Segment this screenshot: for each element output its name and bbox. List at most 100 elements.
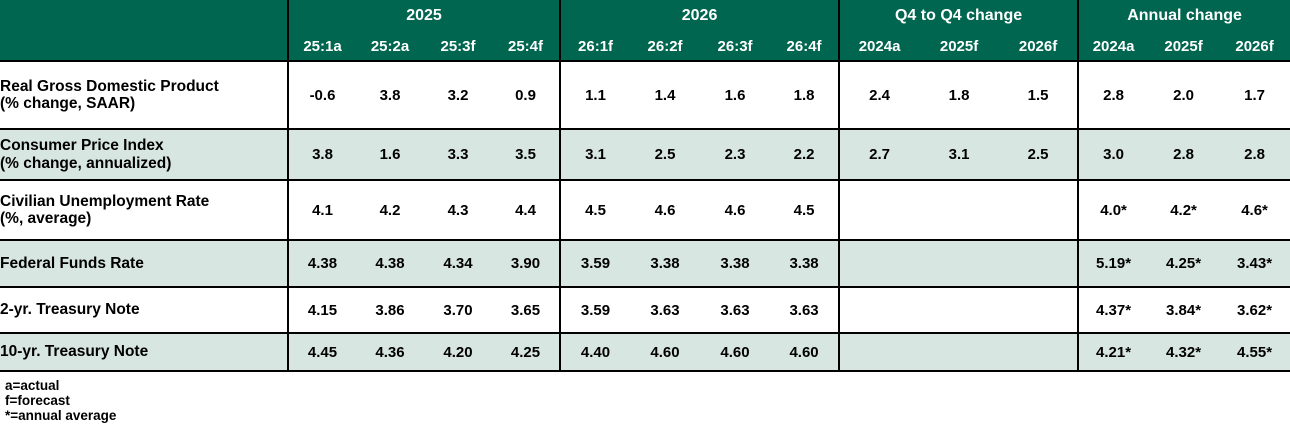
value-cell: 3.1	[919, 129, 1000, 181]
value-cell: 3.38	[700, 240, 771, 288]
footnotes: a=actual f=forecast *=annual average	[0, 372, 1290, 423]
value-cell: 2.7	[838, 129, 920, 181]
value-cell	[838, 333, 920, 372]
value-cell: 3.38	[770, 240, 840, 288]
value-cell: 1.6	[700, 61, 771, 130]
value-cell: 3.63	[630, 287, 701, 334]
value-cell: 4.32*	[1148, 333, 1220, 372]
value-cell: 3.3	[424, 129, 492, 181]
group-2025: 2025	[286, 0, 561, 32]
value-cell: 0.9	[492, 61, 561, 130]
value-cell: 2.3	[700, 129, 771, 181]
value-cell: 3.2	[424, 61, 492, 130]
row-label-sub: (% change, annualized)	[0, 154, 172, 172]
row-label-title: 10-yr. Treasury Note	[0, 343, 149, 361]
row-label-unemployment: Civilian Unemployment Rate (%, average)	[0, 180, 288, 241]
value-cell: 3.86	[356, 287, 424, 334]
table-row-gdp: Real Gross Domestic Product (% change, S…	[0, 61, 1290, 130]
value-cell: 4.34	[424, 240, 492, 288]
value-cell: 3.5	[492, 129, 561, 181]
value-cell: 2.0	[1148, 61, 1220, 130]
economic-forecast-table: 2025 2026 Q4 to Q4 change Annual change …	[0, 0, 1290, 372]
value-cell: 4.6	[700, 180, 771, 241]
value-cell: 2.2	[770, 129, 840, 181]
value-cell	[999, 180, 1079, 241]
group-annual-change: Annual change	[1077, 0, 1290, 32]
value-cell: 3.63	[770, 287, 840, 334]
row-label-sub: (%, average)	[0, 210, 92, 227]
col-q4-2024a: 2024a	[838, 32, 920, 62]
value-cell: -0.6	[287, 61, 356, 130]
value-cell: 3.84*	[1148, 287, 1220, 334]
value-cell	[919, 333, 1000, 372]
col-q4-2026f: 2026f	[999, 32, 1079, 62]
value-cell: 4.5	[770, 180, 840, 241]
value-cell: 4.45	[287, 333, 356, 372]
value-cell	[919, 287, 1000, 334]
header-group-row: 2025 2026 Q4 to Q4 change Annual change	[0, 0, 1290, 62]
row-label-10yr-treasury: 10-yr. Treasury Note	[0, 333, 288, 372]
row-label-title: Federal Funds Rate	[0, 254, 144, 272]
value-cell: 4.60	[700, 333, 771, 372]
value-cell: 4.1	[287, 180, 356, 241]
value-cell: 4.21*	[1077, 333, 1149, 372]
value-cell: 4.55*	[1219, 333, 1290, 372]
row-label-cpi: Consumer Price Index (% change, annualiz…	[0, 129, 288, 181]
value-cell: 2.8	[1077, 61, 1149, 130]
col-25-3f: 25:3f	[424, 32, 492, 62]
row-label-title: Consumer Price Index	[0, 137, 164, 155]
value-cell: 3.90	[492, 240, 561, 288]
footnote-annual-average: *=annual average	[5, 408, 117, 423]
col-26-4f: 26:4f	[770, 32, 840, 62]
value-cell: 4.36	[356, 333, 424, 372]
table-header: 2025 2026 Q4 to Q4 change Annual change …	[0, 0, 1290, 62]
value-cell: 4.4	[492, 180, 561, 241]
value-cell: 4.38	[287, 240, 356, 288]
value-cell: 3.8	[356, 61, 424, 130]
row-label-title: 2-yr. Treasury Note	[0, 301, 140, 319]
col-an-2024a: 2024a	[1077, 32, 1149, 62]
table-row-2yr-treasury: 2-yr. Treasury Note 4.15 3.86 3.70 3.65 …	[0, 287, 1290, 334]
value-cell: 2.8	[1219, 129, 1290, 181]
row-label-sub: (% change, SAAR)	[0, 95, 136, 112]
value-cell: 4.37*	[1077, 287, 1149, 334]
value-cell: 1.7	[1219, 61, 1290, 130]
col-an-2026f: 2026f	[1219, 32, 1290, 62]
col-26-2f: 26:2f	[630, 32, 701, 62]
value-cell: 3.0	[1077, 129, 1149, 181]
value-cell	[999, 240, 1079, 288]
col-25-2a: 25:2a	[356, 32, 424, 62]
col-26-3f: 26:3f	[700, 32, 771, 62]
value-cell: 4.20	[424, 333, 492, 372]
value-cell: 4.60	[630, 333, 701, 372]
value-cell: 3.70	[424, 287, 492, 334]
group-2026: 2026	[559, 0, 840, 32]
value-cell: 4.25*	[1148, 240, 1220, 288]
value-cell	[919, 180, 1000, 241]
row-label-2yr-treasury: 2-yr. Treasury Note	[0, 287, 288, 334]
value-cell: 1.8	[770, 61, 840, 130]
row-label-title: Civilian Unemployment Rate	[0, 192, 210, 210]
col-25-1a: 25:1a	[287, 32, 356, 62]
value-cell: 2.8	[1148, 129, 1220, 181]
value-cell: 4.2*	[1148, 180, 1220, 241]
value-cell: 5.19*	[1077, 240, 1149, 288]
value-cell	[999, 287, 1079, 334]
col-25-4f: 25:4f	[492, 32, 561, 62]
value-cell: 4.6	[630, 180, 701, 241]
value-cell: 3.43*	[1219, 240, 1290, 288]
value-cell: 4.25	[492, 333, 561, 372]
footnote-forecast: f=forecast	[5, 393, 70, 408]
table-row-unemployment: Civilian Unemployment Rate (%, average) …	[0, 180, 1290, 241]
value-cell: 1.6	[356, 129, 424, 181]
col-an-2025f: 2025f	[1148, 32, 1220, 62]
value-cell: 1.1	[559, 61, 631, 130]
value-cell: 1.4	[630, 61, 701, 130]
value-cell: 3.1	[559, 129, 631, 181]
header-columns-row: 25:1a 25:2a 25:3f 25:4f 26:1f 26:2f 26:3…	[0, 32, 1290, 62]
value-cell	[838, 240, 920, 288]
value-cell: 4.0*	[1077, 180, 1149, 241]
table-row-cpi: Consumer Price Index (% change, annualiz…	[0, 129, 1290, 181]
value-cell: 4.60	[770, 333, 840, 372]
value-cell: 1.5	[999, 61, 1079, 130]
